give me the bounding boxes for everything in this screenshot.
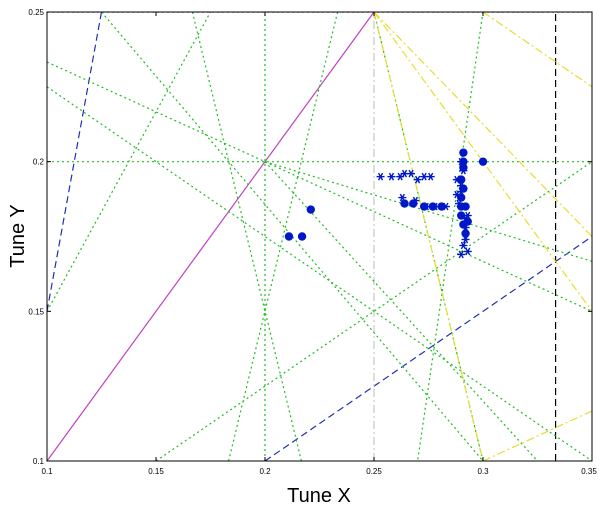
x-tick-label-2: 0.2 [259,467,271,476]
x-tick-label-5: 0.35 [581,467,597,476]
resonance-line-8 [47,12,212,312]
x-tick-label-1: 0.15 [148,467,164,476]
x-tick-label-3: 0.25 [366,467,382,476]
resonance-line-13 [228,12,339,461]
data-point-asterisk-9 [455,199,464,208]
data-point-dot-0 [284,232,294,241]
data-point-dot-2 [306,205,315,214]
data-point-asterisk-23 [463,247,472,256]
resonance-line-9 [47,86,592,461]
data-point-asterisk-26 [457,181,466,190]
resonance-line-2 [264,236,592,461]
data-point-asterisk-19 [461,223,470,232]
y-tick-label-2: 0.2 [33,158,45,167]
y-tick-label-1: 0.15 [28,307,44,316]
data-point-dot-17 [457,211,466,220]
data-point-asterisk-16 [459,166,468,175]
data-point-dot-13 [459,163,468,172]
resonance-line-20 [373,12,484,461]
data-point-dot-19 [461,229,470,238]
resonance-line-11 [101,12,484,461]
plot-frame [46,11,593,462]
data-point-asterisk-1 [387,172,396,181]
data-point-asterisk-13 [431,202,440,211]
resonance-line-22 [482,410,592,461]
data-point-asterisk-7 [426,172,435,181]
y-tick-label-3: 0.25 [28,8,44,17]
data-point-asterisk-20 [461,235,470,244]
data-point-asterisk-21 [459,241,468,250]
data-point-asterisk-12 [422,202,431,211]
data-point-asterisk-24 [461,214,470,223]
data-point-dot-9 [461,202,470,211]
data-point-asterisk-22 [457,250,466,259]
data-point-dot-12 [457,175,466,184]
data-point-asterisk-5 [413,175,422,184]
y-axis-title: Tune Y [7,204,29,267]
resonance-line-23 [482,12,592,88]
x-tick-label-0: 0.1 [41,467,53,476]
data-point-asterisk-15 [457,157,466,166]
data-point-dot-1 [297,232,307,241]
y-tick-label-0: 0.1 [33,457,45,466]
resonance-line-18 [417,12,484,461]
x-tick-label-4: 0.3 [477,467,489,476]
resonance-line-19 [373,12,592,312]
resonance-line-21 [373,12,592,237]
data-point-asterisk-8 [452,175,461,184]
data-point-dot-7 [437,202,446,211]
data-point-dot-3 [400,199,409,208]
data-point-asterisk-0 [376,172,385,181]
data-point-asterisk-4 [407,169,416,178]
data-point-dot-16 [478,157,488,166]
x-axis-title: Tune X [287,485,351,507]
data-point-asterisk-10 [398,193,407,202]
data-point-asterisk-25 [452,190,461,199]
data-point-dot-15 [459,148,468,157]
resonance-line-1 [47,12,103,312]
data-point-asterisk-11 [411,196,420,205]
resonance-line-12 [191,12,302,461]
data-point-asterisk-14 [441,202,450,211]
resonance-line-16 [264,161,592,262]
data-point-dot-10 [457,193,466,202]
